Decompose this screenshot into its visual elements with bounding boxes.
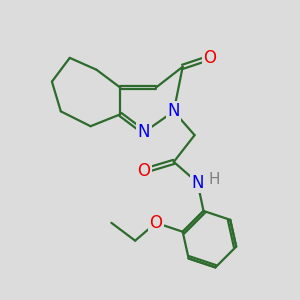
Text: O: O	[203, 49, 216, 67]
Text: H: H	[208, 172, 220, 187]
Text: N: N	[138, 123, 150, 141]
Text: O: O	[149, 214, 162, 232]
Text: N: N	[167, 102, 180, 120]
Text: N: N	[191, 174, 204, 192]
Text: O: O	[138, 162, 151, 180]
